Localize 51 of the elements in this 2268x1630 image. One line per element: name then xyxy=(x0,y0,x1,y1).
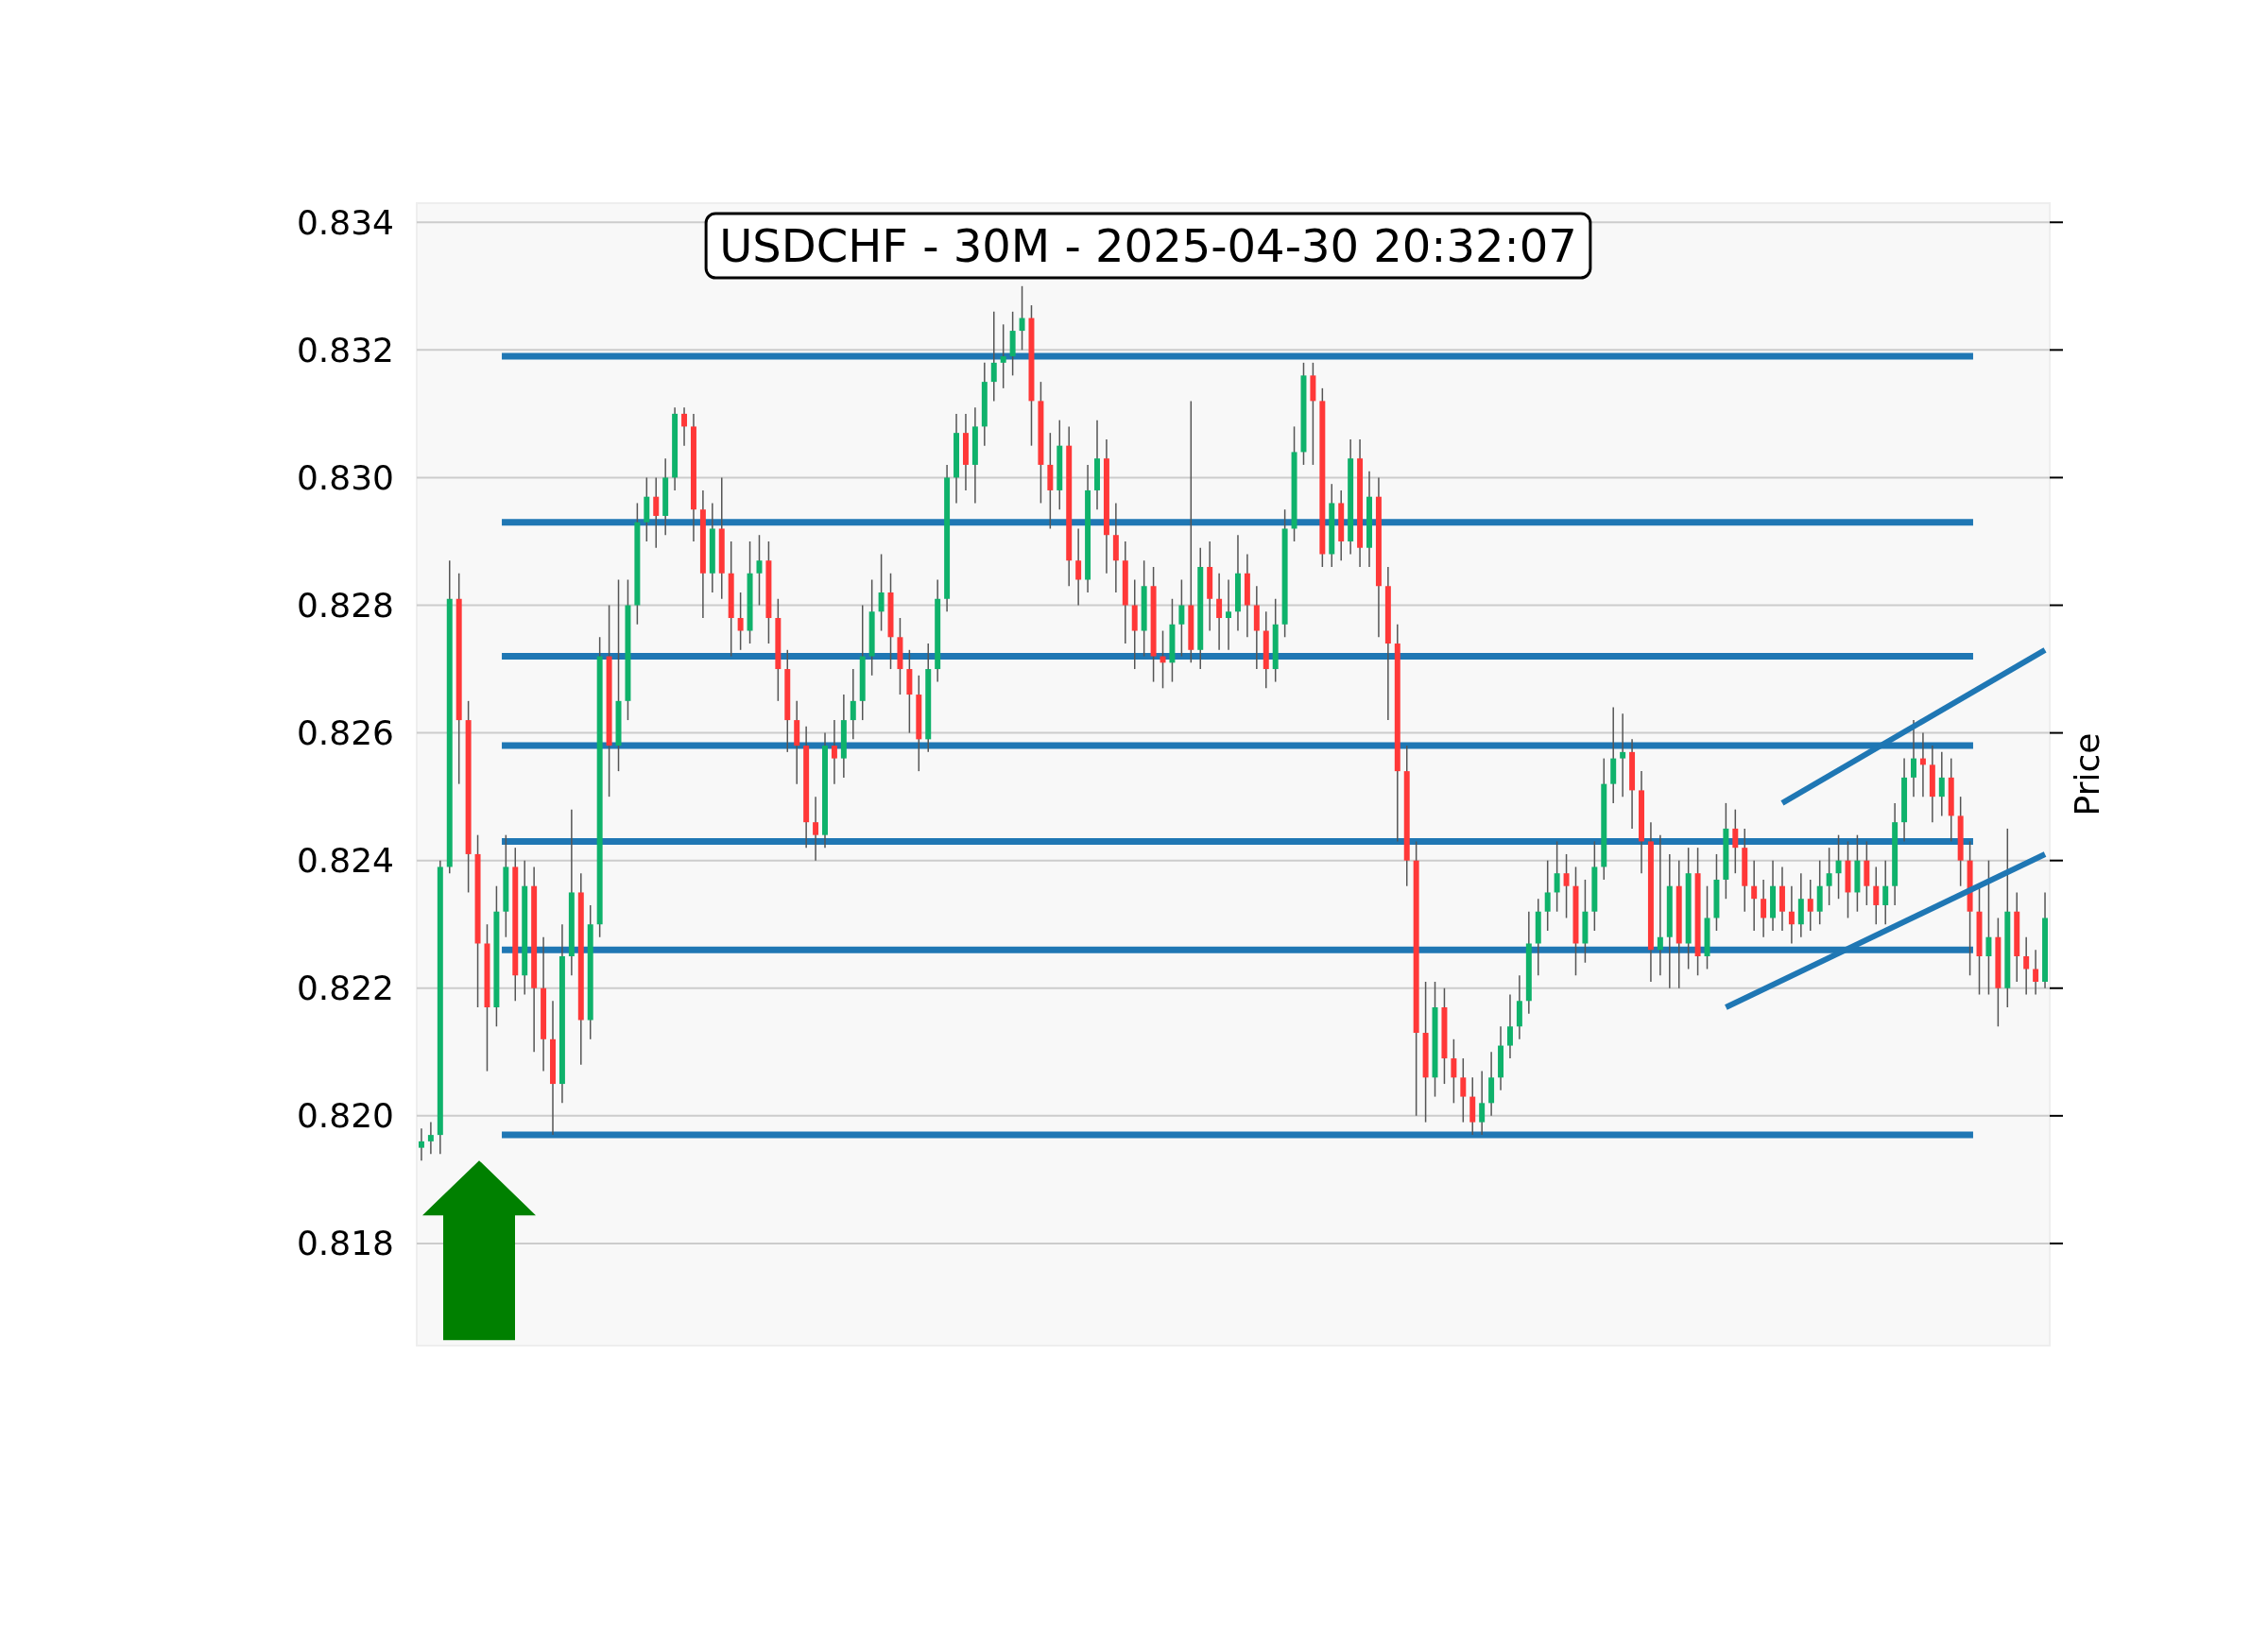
candlestick xyxy=(1788,884,1795,945)
y-tick-label: 0.826 xyxy=(296,713,394,753)
candlestick xyxy=(1751,859,1758,932)
candlestick xyxy=(1460,1057,1467,1124)
candlestick xyxy=(1178,578,1185,658)
y-tick-label: 0.828 xyxy=(296,586,394,626)
y-tick-label: 0.832 xyxy=(296,330,394,369)
y-tick-label: 0.830 xyxy=(296,457,394,497)
candlestick xyxy=(1911,719,1916,798)
y-axis-title: Price xyxy=(2068,732,2106,816)
candlestick xyxy=(1451,1038,1457,1105)
candlestick xyxy=(1882,859,1889,925)
candlestick xyxy=(850,668,856,741)
y-tick-label: 0.822 xyxy=(296,969,394,1008)
candlestick xyxy=(653,476,660,549)
candlestick xyxy=(1835,833,1842,900)
y-tick-label: 0.824 xyxy=(296,841,394,881)
candlestick xyxy=(1019,285,1025,352)
candlestick xyxy=(1732,808,1739,874)
candlestick xyxy=(990,311,997,403)
candlestick xyxy=(1216,572,1223,651)
candlestick xyxy=(1479,1070,1486,1136)
candlestick xyxy=(878,553,885,632)
candlestick xyxy=(1873,866,1880,925)
candlestick xyxy=(1563,853,1570,919)
candlestick xyxy=(813,796,819,862)
candlestick xyxy=(1506,993,1513,1059)
candlestick xyxy=(1000,323,1006,389)
candlestick xyxy=(1938,751,1945,817)
candlestick xyxy=(737,592,744,651)
candlestick xyxy=(1226,578,1232,651)
candlestick xyxy=(1807,879,1813,932)
candlestick xyxy=(2023,935,2030,996)
candlestick xyxy=(1620,712,1626,798)
candlestick xyxy=(1826,847,1832,906)
candlestick xyxy=(418,1127,424,1161)
candlestick xyxy=(1657,833,1663,977)
candlestick xyxy=(427,1121,434,1156)
chart-title: USDCHF - 30M - 2025-04-30 20:32:07 xyxy=(719,219,1577,272)
candlestick xyxy=(1985,859,1992,996)
candlestick xyxy=(1761,879,1767,938)
y-tick-label: 0.818 xyxy=(296,1224,394,1263)
candlestick xyxy=(1075,527,1082,607)
candlestick xyxy=(831,719,837,785)
candlestick xyxy=(681,406,688,447)
candlestick xyxy=(2033,949,2039,996)
candlestick xyxy=(1554,840,1560,913)
y-tick-label: 0.820 xyxy=(296,1096,394,1136)
candlestick xyxy=(1919,731,1926,798)
candlestick xyxy=(1544,859,1551,932)
y-tick-label: 0.834 xyxy=(296,202,394,242)
